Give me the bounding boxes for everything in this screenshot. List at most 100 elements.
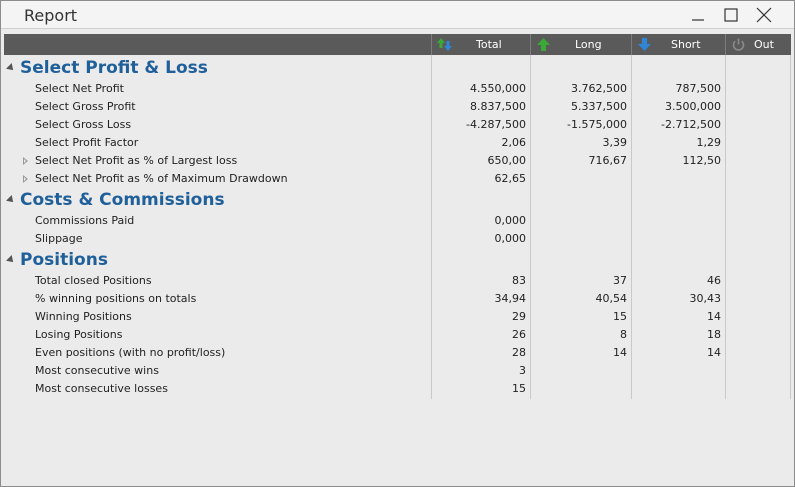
table-row[interactable]: Commissions Paid 0,000 xyxy=(4,212,791,230)
power-icon xyxy=(732,38,745,51)
up-down-arrows-icon xyxy=(437,38,452,51)
minimize-button[interactable] xyxy=(683,3,713,27)
cell-long: 5.337,500 xyxy=(571,100,627,113)
grid-header: Total Long Short Out xyxy=(4,34,791,55)
table-row[interactable]: Select Profit Factor 2,06 3,39 1,29 xyxy=(4,134,791,152)
row-label: Commissions Paid xyxy=(35,214,135,227)
green-up-arrow-icon xyxy=(537,38,550,51)
expand-arrow-icon[interactable] xyxy=(23,175,28,183)
report-grid: Total Long Short Out xyxy=(4,34,791,399)
column-label-short: Short xyxy=(671,38,701,51)
table-row[interactable]: Select Net Profit as % of Maximum Drawdo… xyxy=(4,170,791,188)
column-divider xyxy=(790,55,791,399)
cell-long: 8 xyxy=(620,328,627,341)
section-profit-loss[interactable]: Select Profit & Loss xyxy=(4,58,431,78)
table-row[interactable]: Most consecutive losses 15 xyxy=(4,380,791,398)
cell-short: 3.500,000 xyxy=(665,100,721,113)
cell-short: 112,50 xyxy=(682,154,722,167)
cell-short: 30,43 xyxy=(689,292,722,305)
cell-total: 29 xyxy=(512,310,526,323)
collapse-triangle-icon[interactable] xyxy=(6,63,16,73)
expand-arrow-icon[interactable] xyxy=(23,157,28,165)
section-title: Select Profit & Loss xyxy=(20,58,208,78)
cell-total: -4.287,500 xyxy=(466,118,526,131)
cell-total: 26 xyxy=(512,328,526,341)
section-title: Positions xyxy=(20,250,108,270)
row-label: Select Gross Loss xyxy=(35,118,132,131)
table-row[interactable]: Even positions (with no profit/loss) 28 … xyxy=(4,344,791,362)
cell-long: -1.575,000 xyxy=(567,118,627,131)
section-title: Costs & Commissions xyxy=(20,190,225,210)
window-title: Report xyxy=(24,6,78,25)
cell-long: 716,67 xyxy=(588,154,628,167)
cell-total: 28 xyxy=(512,346,526,359)
row-label: Most consecutive wins xyxy=(35,364,159,377)
column-divider xyxy=(725,55,726,399)
cell-short: 18 xyxy=(707,328,721,341)
cell-short: 787,500 xyxy=(675,82,722,95)
cell-total: 4.550,000 xyxy=(470,82,526,95)
collapse-triangle-icon[interactable] xyxy=(6,195,16,205)
column-header-short[interactable]: Short xyxy=(631,34,725,55)
cell-total: 83 xyxy=(512,274,526,287)
cell-long: 3,39 xyxy=(602,136,628,149)
cell-long: 40,54 xyxy=(595,292,628,305)
section-positions[interactable]: Positions xyxy=(4,250,431,270)
row-label: Select Profit Factor xyxy=(35,136,139,149)
column-header-total[interactable]: Total xyxy=(431,34,530,55)
cell-short: -2.712,500 xyxy=(661,118,721,131)
cell-total: 650,00 xyxy=(487,154,527,167)
row-label: Select Net Profit as % of Largest loss xyxy=(35,154,238,167)
cell-short: 46 xyxy=(707,274,721,287)
cell-total: 34,94 xyxy=(494,292,527,305)
cell-long: 15 xyxy=(613,310,627,323)
row-label: % winning positions on totals xyxy=(35,292,197,305)
maximize-button[interactable] xyxy=(716,3,746,27)
table-row[interactable]: Select Gross Profit 8.837,500 5.337,500 … xyxy=(4,98,791,116)
column-divider xyxy=(530,55,531,399)
cell-short: 14 xyxy=(707,310,721,323)
cell-total: 3 xyxy=(519,364,526,377)
column-label-out: Out xyxy=(754,38,774,51)
table-row[interactable]: Winning Positions 29 15 14 xyxy=(4,308,791,326)
table-row[interactable]: Select Net Profit 4.550,000 3.762,500 78… xyxy=(4,80,791,98)
row-label: Select Net Profit xyxy=(35,82,124,95)
maximize-icon xyxy=(724,8,738,22)
cell-short: 1,29 xyxy=(696,136,722,149)
row-label: Total closed Positions xyxy=(35,274,152,287)
row-label: Winning Positions xyxy=(35,310,132,323)
cell-total: 0,000 xyxy=(494,232,527,245)
cell-total: 62,65 xyxy=(494,172,527,185)
collapse-triangle-icon[interactable] xyxy=(6,255,16,265)
table-row[interactable]: Total closed Positions 83 37 46 xyxy=(4,272,791,290)
minimize-icon xyxy=(692,19,704,21)
row-label: Even positions (with no profit/loss) xyxy=(35,346,226,359)
row-label: Select Gross Profit xyxy=(35,100,136,113)
table-row[interactable]: Slippage 0,000 xyxy=(4,230,791,248)
cell-short: 14 xyxy=(707,346,721,359)
table-row[interactable]: Select Net Profit as % of Largest loss 6… xyxy=(4,152,791,170)
column-header-long[interactable]: Long xyxy=(530,34,631,55)
column-label-long: Long xyxy=(575,38,602,51)
row-label: Slippage xyxy=(35,232,83,245)
column-divider xyxy=(631,55,632,399)
cell-total: 8.837,500 xyxy=(470,100,526,113)
cell-total: 2,06 xyxy=(501,136,527,149)
row-label: Losing Positions xyxy=(35,328,123,341)
title-bar[interactable]: Report xyxy=(1,1,794,29)
column-label-total: Total xyxy=(476,38,502,51)
section-costs-commissions[interactable]: Costs & Commissions xyxy=(4,190,431,210)
close-button[interactable] xyxy=(749,3,779,27)
table-row[interactable]: Losing Positions 26 8 18 xyxy=(4,326,791,344)
table-row[interactable]: % winning positions on totals 34,94 40,5… xyxy=(4,290,791,308)
cell-total: 0,000 xyxy=(494,214,527,227)
cell-total: 15 xyxy=(512,382,526,395)
column-divider xyxy=(431,55,432,399)
row-label: Most consecutive losses xyxy=(35,382,168,395)
column-header-out[interactable]: Out xyxy=(725,34,791,55)
table-row[interactable]: Most consecutive wins 3 xyxy=(4,362,791,380)
table-row[interactable]: Select Gross Loss -4.287,500 -1.575,000 … xyxy=(4,116,791,134)
blue-down-arrow-icon xyxy=(638,38,651,51)
row-label: Select Net Profit as % of Maximum Drawdo… xyxy=(35,172,288,185)
